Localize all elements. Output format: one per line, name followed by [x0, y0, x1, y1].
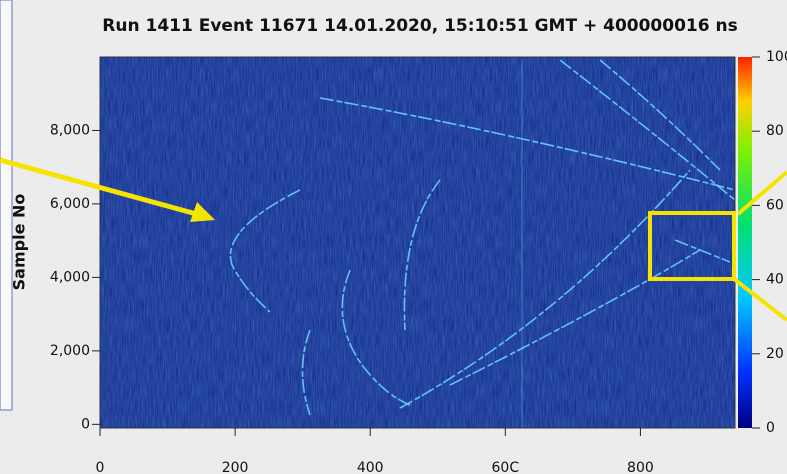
heatmap-noise	[100, 57, 735, 428]
y-tick-label: 8,000	[50, 122, 90, 138]
y-tick-label: 0	[81, 416, 90, 432]
y-axis-label: Sample No	[10, 194, 29, 291]
colorbar-tick-label: 0	[766, 420, 775, 436]
y-tick-label: 2,000	[50, 343, 90, 359]
x-tick-label: 400	[357, 460, 384, 474]
x-tick-label: 200	[222, 460, 249, 474]
color-bar	[738, 57, 752, 428]
x-tick-label: 0	[96, 460, 105, 474]
y-tick-label: 4,000	[50, 269, 90, 285]
event-display: Run 1411 Event 11671 14.01.2020, 15:10:5…	[0, 0, 787, 474]
colorbar-tick-label: 80	[766, 123, 784, 139]
chart-title: Run 1411 Event 11671 14.01.2020, 15:10:5…	[102, 16, 737, 36]
x-tick-label: 60C	[492, 460, 520, 474]
colorbar-tick-label: 20	[766, 346, 784, 362]
plot-area	[100, 57, 735, 428]
x-tick-label: 800	[627, 460, 654, 474]
colorbar-tick-label: 100	[766, 49, 787, 65]
colorbar-tick-label: 40	[766, 272, 784, 288]
y-tick-label: 6,000	[50, 196, 90, 212]
colorbar-tick-label: 60	[766, 197, 784, 213]
